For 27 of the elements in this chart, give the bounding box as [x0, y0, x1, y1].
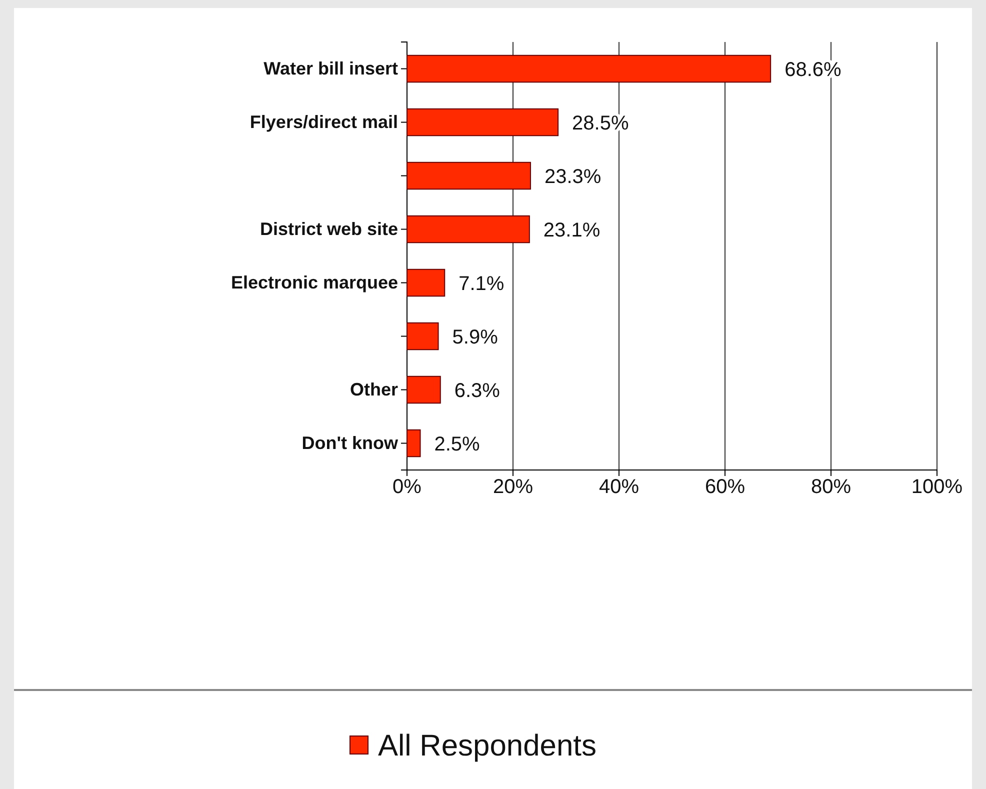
bar — [406, 322, 439, 350]
bar — [406, 268, 446, 297]
text: 6.3% — [454, 380, 500, 402]
y-tick-label: Flyers/direct mail — [250, 112, 398, 132]
legend-label: All Respondents — [378, 730, 596, 762]
text: 23.3% — [544, 166, 602, 188]
text: 23.1% — [543, 219, 600, 242]
bar — [406, 162, 531, 190]
bar — [406, 215, 530, 244]
bar — [406, 376, 441, 404]
text: 2.5% — [434, 433, 480, 456]
y-tick-label: Don't know — [302, 433, 399, 454]
bar — [406, 108, 559, 136]
x-tick-label: 100% — [911, 476, 963, 498]
y-tick-label: District web site — [260, 219, 398, 240]
y-tick-label: Water bill insert — [264, 58, 398, 79]
bar — [406, 429, 421, 458]
y-tick-label: Other — [350, 380, 398, 400]
bar — [406, 54, 772, 83]
x-tick-label: 80% — [810, 476, 852, 498]
x-tick-label: 0% — [392, 476, 422, 498]
y-tick-label: Electronic marquee — [230, 272, 398, 293]
text: 7.1% — [458, 272, 504, 295]
x-tick-label: 20% — [492, 476, 534, 498]
x-tick-label: 60% — [704, 476, 746, 498]
text: 5.9% — [452, 326, 498, 348]
x-tick-label: 40% — [598, 476, 640, 498]
